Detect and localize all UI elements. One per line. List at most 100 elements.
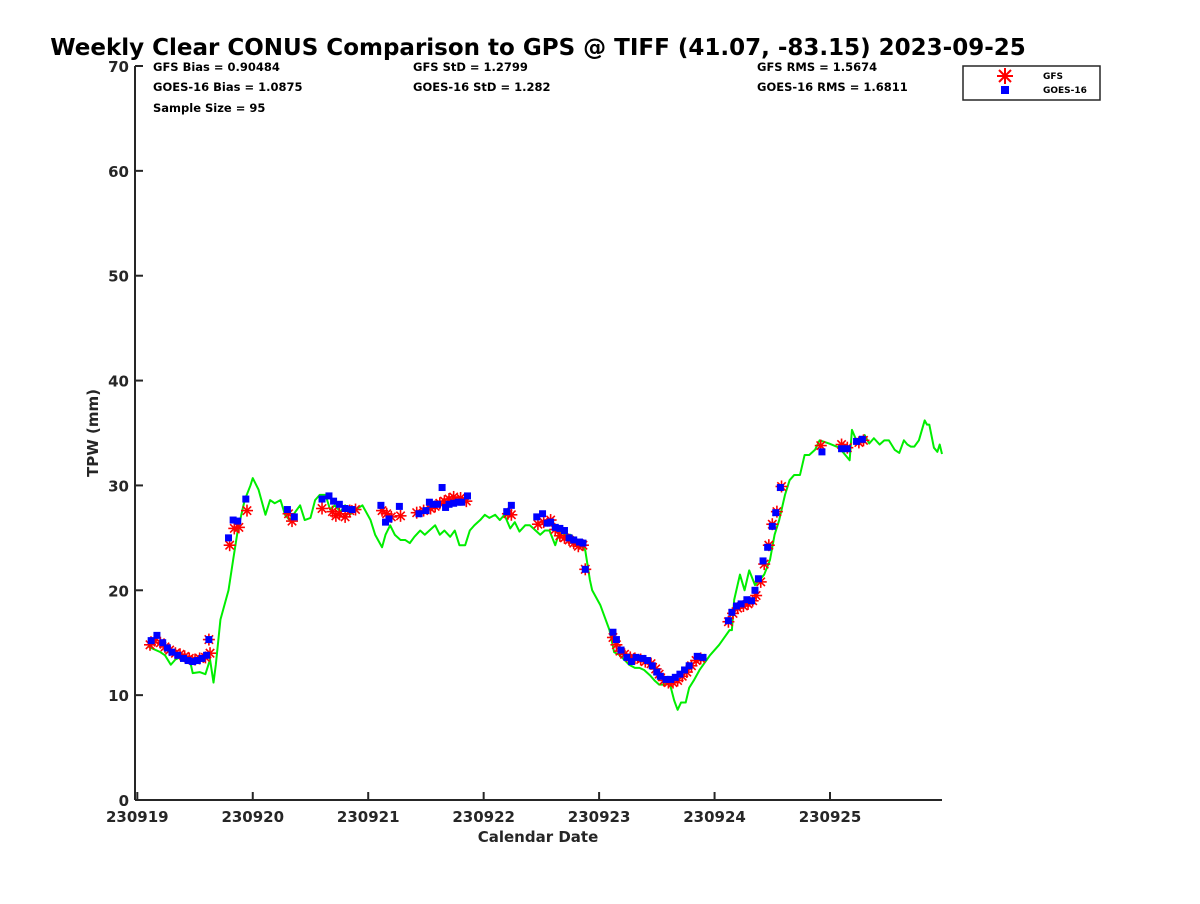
goes-point <box>724 617 732 625</box>
goes-point <box>565 534 573 542</box>
goes-point <box>751 586 759 594</box>
y-tick-label: 70 <box>108 58 129 76</box>
legend-box <box>962 65 1101 101</box>
y-tick-label: 50 <box>108 268 129 286</box>
goes-point <box>283 506 291 514</box>
goes-point <box>754 575 762 583</box>
goes-point <box>225 534 233 542</box>
goes-point <box>759 557 767 565</box>
goes-point <box>229 516 237 524</box>
goes-point <box>445 500 453 508</box>
goes-point <box>732 602 740 610</box>
gfs-point <box>240 504 253 517</box>
goes-point <box>581 565 589 573</box>
goes-point <box>570 536 578 544</box>
goes-point <box>772 509 780 517</box>
goes-point <box>507 501 515 509</box>
goes-point <box>627 658 635 666</box>
goes-std: GOES-16 StD = 1.282 <box>413 80 550 94</box>
goes-point <box>189 658 197 666</box>
x-tick-label: 230924 <box>683 808 746 826</box>
axis-ticks: 0 10 20 30 40 50 60 70 230919 230920 230921 230922 2… <box>106 58 861 826</box>
goes-point <box>656 672 664 680</box>
goes-point <box>433 500 441 508</box>
goes-point <box>728 608 736 616</box>
goes-point <box>533 513 541 521</box>
goes-point <box>458 498 466 506</box>
goes-point <box>503 508 511 516</box>
goes-point <box>818 448 826 456</box>
goes-point <box>639 654 647 662</box>
x-tick-label: 230920 <box>221 808 284 826</box>
goes-point <box>184 657 192 665</box>
goes-point <box>198 654 206 662</box>
goes-rms: GOES-16 RMS = 1.6811 <box>757 80 908 94</box>
gfs-bias: GFS Bias = 0.90484 <box>153 60 280 74</box>
goes-point <box>737 600 745 608</box>
goes-point <box>748 597 756 605</box>
gfs-point <box>394 509 407 522</box>
goes-point <box>147 637 155 645</box>
goes-point <box>193 657 201 665</box>
goes-point <box>335 500 343 508</box>
goes-point <box>843 445 851 453</box>
x-axis-label: Calendar Date <box>478 828 599 846</box>
x-tick-label: 230923 <box>568 808 631 826</box>
goes-point <box>395 502 403 510</box>
goes-point <box>318 495 326 503</box>
goes-point <box>450 499 458 507</box>
y-axis-label: TPW (mm) <box>84 389 102 477</box>
legend-gfs-star-icon <box>997 68 1013 84</box>
goes-point <box>159 639 167 647</box>
x-tick-label: 230919 <box>106 808 169 826</box>
goes-point <box>768 522 776 530</box>
goes-point <box>579 539 587 547</box>
goes-point <box>681 666 689 674</box>
goes-point <box>330 497 338 505</box>
goes-point <box>653 668 661 676</box>
goes-point <box>234 517 242 525</box>
series-goes-16 <box>147 435 866 683</box>
goes-point <box>693 652 701 660</box>
gfs-rms: GFS RMS = 1.5674 <box>757 60 877 74</box>
goes-point <box>644 657 652 665</box>
goes-point <box>623 653 631 661</box>
goes-point <box>609 628 617 636</box>
goes-point <box>377 501 385 509</box>
goes-point <box>853 437 861 445</box>
goes-point <box>764 543 772 551</box>
y-tick-label: 10 <box>108 687 129 705</box>
goes-point <box>547 518 555 526</box>
goes-point <box>341 504 349 512</box>
goes-point <box>556 524 564 532</box>
goes-point <box>560 527 568 535</box>
goes-point <box>612 636 620 644</box>
sample-size: Sample Size = 95 <box>153 101 265 115</box>
goes-point <box>168 648 176 656</box>
goes-point <box>422 507 430 515</box>
goes-point <box>163 644 171 652</box>
gfs-point <box>316 502 329 515</box>
goes-point <box>429 500 437 508</box>
goes-point <box>385 515 393 523</box>
goes-point <box>205 636 213 644</box>
y-tick-label: 0 <box>119 792 129 810</box>
goes-point <box>699 653 707 661</box>
goes-point <box>539 510 547 518</box>
goes-point <box>776 484 784 492</box>
y-tick-label: 40 <box>108 373 129 391</box>
goes-point <box>242 495 250 503</box>
goes-point <box>325 492 333 500</box>
goes-point <box>676 670 684 678</box>
goes-point <box>179 654 187 662</box>
legend: GFS GOES-16 <box>962 65 1101 101</box>
goes-point <box>463 492 471 500</box>
legend-goes-square-icon <box>1001 86 1009 94</box>
x-tick-label: 230921 <box>337 808 400 826</box>
goes-point <box>838 445 846 453</box>
goes-point <box>743 596 751 604</box>
goes-point <box>438 484 446 492</box>
gps-line <box>148 419 943 711</box>
goes-point <box>648 662 656 670</box>
